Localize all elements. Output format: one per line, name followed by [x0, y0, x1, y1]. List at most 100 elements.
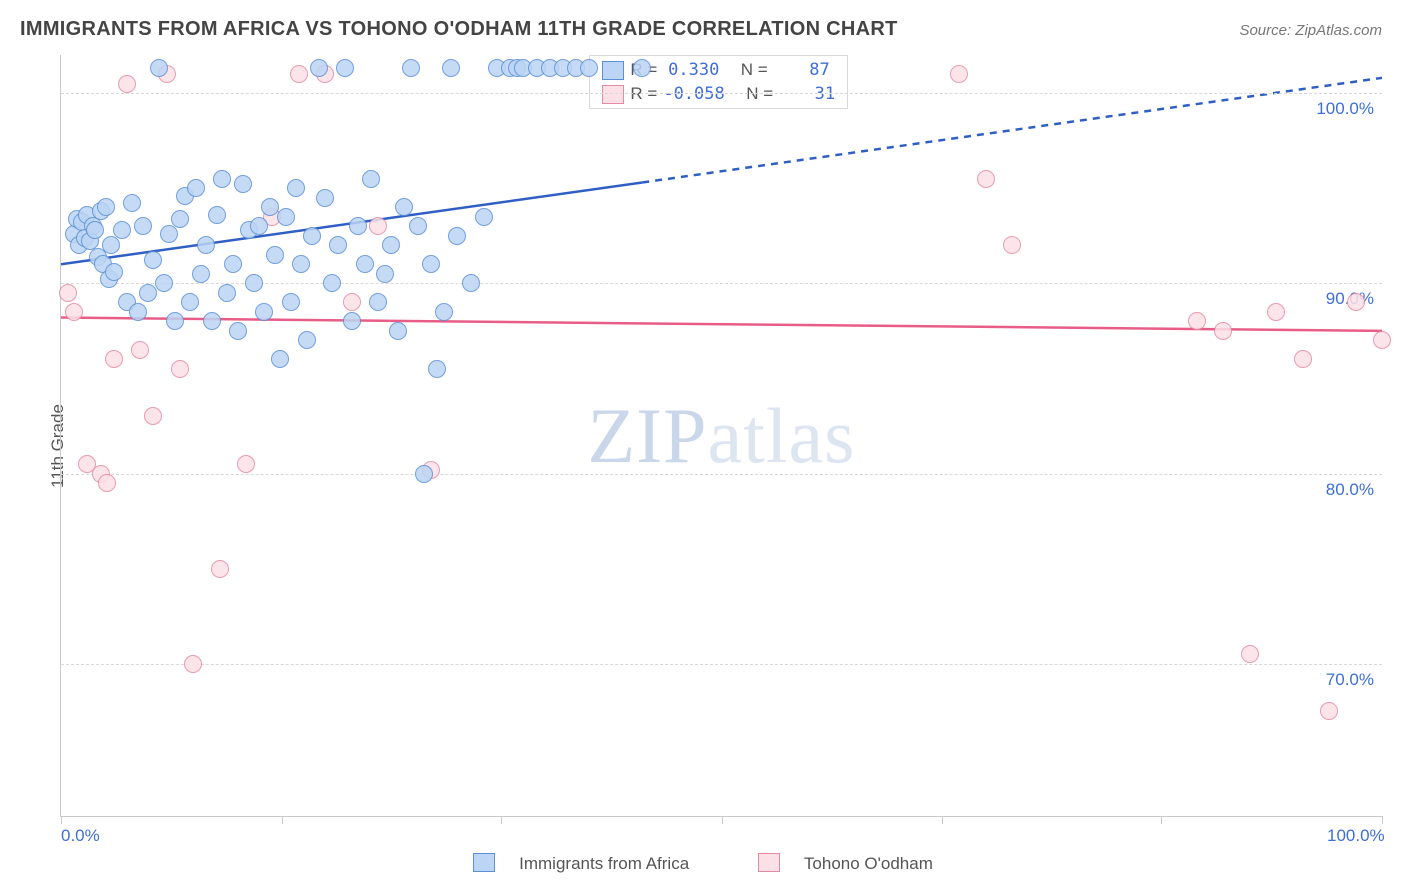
scatter-point	[329, 236, 347, 254]
scatter-point	[1241, 645, 1259, 663]
scatter-point	[310, 59, 328, 77]
scatter-point	[129, 303, 147, 321]
legend-r-a: 0.330	[663, 60, 719, 80]
scatter-point	[580, 59, 598, 77]
scatter-point	[356, 255, 374, 273]
scatter-point	[1188, 312, 1206, 330]
scatter-point	[171, 210, 189, 228]
legend-swatch-pink	[758, 853, 780, 872]
x-tick	[722, 816, 723, 824]
legend-label-a: Immigrants from Africa	[519, 854, 689, 873]
scatter-point	[1003, 236, 1021, 254]
legend-item-b: Tohono O'odham	[742, 854, 949, 873]
scatter-point	[113, 221, 131, 239]
scatter-point	[1373, 331, 1391, 349]
scatter-point	[349, 217, 367, 235]
x-tick	[501, 816, 502, 824]
scatter-point	[1294, 350, 1312, 368]
scatter-point	[389, 322, 407, 340]
scatter-point	[303, 227, 321, 245]
scatter-point	[144, 407, 162, 425]
scatter-point	[171, 360, 189, 378]
scatter-point	[59, 284, 77, 302]
legend-item-a: Immigrants from Africa	[457, 854, 705, 873]
scatter-point	[208, 206, 226, 224]
x-tick	[1161, 816, 1162, 824]
legend-label-b: Tohono O'odham	[804, 854, 933, 873]
x-tick-label: 100.0%	[1327, 826, 1385, 846]
scatter-point	[139, 284, 157, 302]
scatter-point	[155, 274, 173, 292]
scatter-point	[97, 198, 115, 216]
scatter-point	[131, 341, 149, 359]
scatter-point	[234, 175, 252, 193]
scatter-point	[123, 194, 141, 212]
scatter-point	[65, 303, 83, 321]
scatter-point	[166, 312, 184, 330]
scatter-point	[192, 265, 210, 283]
scatter-point	[224, 255, 242, 273]
scatter-point	[150, 59, 168, 77]
scatter-point	[282, 293, 300, 311]
scatter-point	[316, 189, 334, 207]
scatter-point	[292, 255, 310, 273]
scatter-point	[950, 65, 968, 83]
y-tick-label: 80.0%	[1326, 480, 1374, 500]
scatter-point	[271, 350, 289, 368]
chart-title: IMMIGRANTS FROM AFRICA VS TOHONO O'ODHAM…	[20, 18, 898, 41]
watermark-text: ZIPatlas	[588, 391, 856, 481]
series-legend: Immigrants from Africa Tohono O'odham	[0, 853, 1406, 874]
scatter-point	[1214, 322, 1232, 340]
scatter-point	[187, 179, 205, 197]
scatter-point	[633, 59, 651, 77]
scatter-point	[102, 236, 120, 254]
scatter-point	[203, 312, 221, 330]
legend-n-label: N =	[741, 60, 768, 80]
scatter-point	[343, 293, 361, 311]
scatter-point	[369, 217, 387, 235]
scatter-point	[213, 170, 231, 188]
scatter-point	[181, 293, 199, 311]
scatter-point	[134, 217, 152, 235]
scatter-point	[266, 246, 284, 264]
scatter-point	[462, 274, 480, 292]
scatter-point	[237, 455, 255, 473]
scatter-point	[160, 225, 178, 243]
scatter-point	[211, 560, 229, 578]
x-tick	[1382, 816, 1383, 824]
scatter-point	[402, 59, 420, 77]
scatter-point	[298, 331, 316, 349]
legend-n-a: 87	[774, 60, 830, 80]
scatter-point	[144, 251, 162, 269]
scatter-point	[287, 179, 305, 197]
scatter-point	[435, 303, 453, 321]
scatter-point	[1267, 303, 1285, 321]
scatter-point	[277, 208, 295, 226]
scatter-point	[245, 274, 263, 292]
scatter-point	[118, 75, 136, 93]
chart-plot-area: ZIPatlas R = 0.330 N = 87 R = -0.058 N =…	[60, 55, 1382, 817]
scatter-point	[1320, 702, 1338, 720]
scatter-point	[395, 198, 413, 216]
scatter-point	[255, 303, 273, 321]
y-tick-label: 100.0%	[1316, 99, 1374, 119]
x-tick	[61, 816, 62, 824]
scatter-point	[290, 65, 308, 83]
scatter-point	[323, 274, 341, 292]
scatter-point	[428, 360, 446, 378]
gridline	[61, 474, 1382, 475]
scatter-point	[369, 293, 387, 311]
scatter-point	[105, 350, 123, 368]
scatter-point	[415, 465, 433, 483]
legend-row-series-a: R = 0.330 N = 87	[590, 58, 847, 82]
gridline	[61, 93, 1382, 94]
legend-swatch-blue	[602, 61, 624, 80]
x-tick	[942, 816, 943, 824]
x-tick	[282, 816, 283, 824]
scatter-point	[336, 59, 354, 77]
scatter-point	[442, 59, 460, 77]
scatter-point	[197, 236, 215, 254]
scatter-point	[229, 322, 247, 340]
scatter-point	[343, 312, 361, 330]
scatter-point	[184, 655, 202, 673]
